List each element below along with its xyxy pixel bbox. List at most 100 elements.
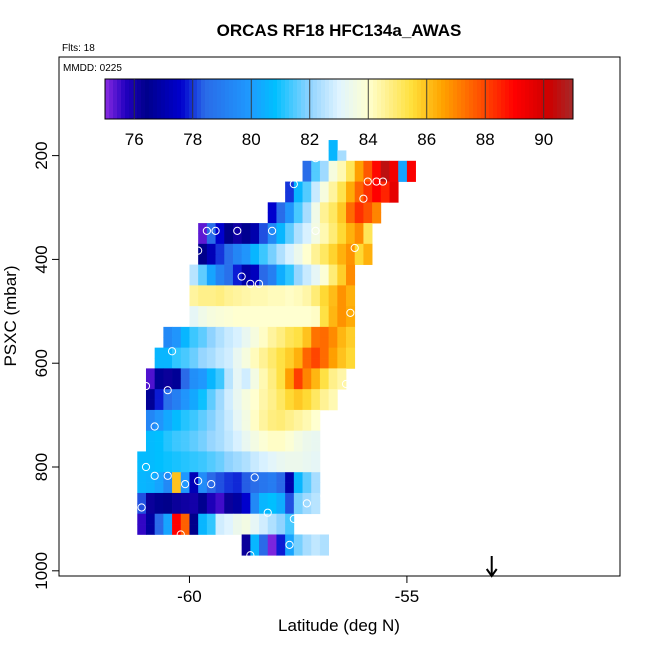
- heatmap-cell: [154, 524, 164, 535]
- heatmap-cell: [276, 243, 286, 255]
- heatmap-cell: [276, 306, 286, 317]
- heatmap-cell: [241, 306, 251, 317]
- heatmap-cell: [267, 503, 277, 515]
- heatmap-cell: [232, 399, 242, 411]
- heatmap-cell: [206, 513, 216, 525]
- heatmap-cell: [311, 399, 321, 411]
- heatmap-cell: [276, 513, 286, 525]
- colorbar-swatch: [185, 79, 190, 119]
- heatmap-cell: [319, 347, 329, 359]
- heatmap-cell: [319, 326, 329, 338]
- heatmap-cell: [172, 420, 182, 432]
- heatmap-cell: [293, 254, 303, 265]
- colorbar-tick-label: 82: [300, 130, 319, 149]
- x-tick-label: -55: [395, 587, 420, 606]
- heatmap-cell: [293, 544, 303, 556]
- heatmap-cell: [328, 358, 338, 369]
- heatmap-cell: [276, 389, 286, 400]
- heatmap-cell: [337, 378, 347, 390]
- heatmap-cell: [285, 191, 295, 203]
- heatmap-cell: [328, 274, 338, 286]
- colorbar-tick-label: 78: [183, 130, 202, 149]
- heatmap-cell: [259, 389, 269, 400]
- heatmap-cell: [319, 399, 329, 411]
- heatmap-cell: [267, 337, 277, 348]
- heatmap-cell: [293, 389, 303, 400]
- sample-point: [311, 154, 320, 163]
- heatmap-cell: [137, 451, 147, 463]
- heatmap-cell: [363, 233, 373, 245]
- sample-point: [246, 279, 255, 288]
- heatmap-cell: [145, 524, 156, 535]
- heatmap-cell: [232, 358, 242, 369]
- heatmap-cell: [224, 513, 234, 525]
- heatmap-cell: [319, 191, 329, 203]
- heatmap-cell: [328, 181, 338, 193]
- heatmap-cell: [319, 544, 329, 556]
- colorbar-swatch: [193, 79, 198, 119]
- heatmap-cell: [259, 482, 269, 494]
- heatmap-cell: [206, 223, 216, 234]
- heatmap-cell: [145, 378, 156, 390]
- heatmap-cell: [180, 451, 190, 463]
- heatmap-cell: [302, 492, 312, 504]
- colorbar-swatch: [517, 79, 522, 119]
- heatmap-cell: [145, 451, 156, 463]
- heatmap-cell: [241, 243, 251, 255]
- colorbar-swatch: [305, 79, 310, 119]
- heatmap-cell: [232, 389, 242, 400]
- sample-point: [181, 480, 190, 489]
- heatmap-cell: [311, 358, 321, 369]
- heatmap-cell: [232, 513, 242, 525]
- heatmap-cell: [215, 223, 225, 234]
- heatmap-cell: [354, 160, 364, 172]
- chart-title: ORCAS RF18 HFC134a_AWAS: [217, 21, 462, 40]
- heatmap-cell: [319, 202, 329, 214]
- heatmap-cell: [267, 430, 277, 442]
- heatmap-cell: [276, 326, 286, 338]
- heatmap-cell: [189, 368, 199, 380]
- colorbar-swatch: [565, 79, 570, 119]
- heatmap-cell: [250, 358, 260, 369]
- heatmap-cell: [198, 472, 208, 483]
- heatmap-cell: [293, 274, 303, 286]
- heatmap-cell: [293, 378, 303, 390]
- heatmap-cell: [154, 399, 164, 411]
- heatmap-cell: [215, 264, 225, 276]
- colorbar-swatch: [229, 79, 234, 119]
- sample-point: [194, 538, 203, 547]
- heatmap-cell: [250, 513, 260, 525]
- heatmap-cell: [406, 160, 416, 172]
- heatmap-cell: [172, 513, 182, 525]
- heatmap-cell: [206, 430, 216, 442]
- heatmap-cell: [311, 503, 321, 515]
- heatmap-cell: [293, 347, 303, 359]
- heatmap-cell: [259, 472, 269, 483]
- heatmap-cell: [206, 399, 216, 411]
- heatmap-cell: [250, 264, 260, 276]
- heatmap-cell: [285, 430, 295, 442]
- heatmap-cell: [267, 264, 277, 276]
- heatmap-cell: [337, 202, 347, 214]
- colorbar-tick-label: 86: [417, 130, 436, 149]
- heatmap-cell: [363, 181, 373, 193]
- colorbar-swatch: [289, 79, 294, 119]
- heatmap-cell: [215, 430, 225, 442]
- colorbar-swatch: [449, 79, 454, 119]
- colorbar-swatch: [373, 79, 378, 119]
- colorbar-swatch: [537, 79, 542, 119]
- colorbar-swatch: [297, 79, 302, 119]
- heatmap-cell: [259, 264, 269, 276]
- heatmap-cell: [259, 461, 269, 473]
- heatmap-cell: [154, 482, 164, 494]
- heatmap-cell: [215, 316, 225, 328]
- heatmap-cell: [232, 409, 242, 421]
- sample-point: [337, 538, 346, 547]
- colorbar-swatch: [337, 79, 342, 119]
- heatmap-cell: [198, 295, 208, 307]
- colorbar-swatch: [189, 79, 194, 119]
- heatmap-cell: [311, 492, 321, 504]
- heatmap-cell: [354, 233, 364, 245]
- heatmap-cell: [346, 171, 356, 182]
- heatmap-cell: [363, 171, 373, 182]
